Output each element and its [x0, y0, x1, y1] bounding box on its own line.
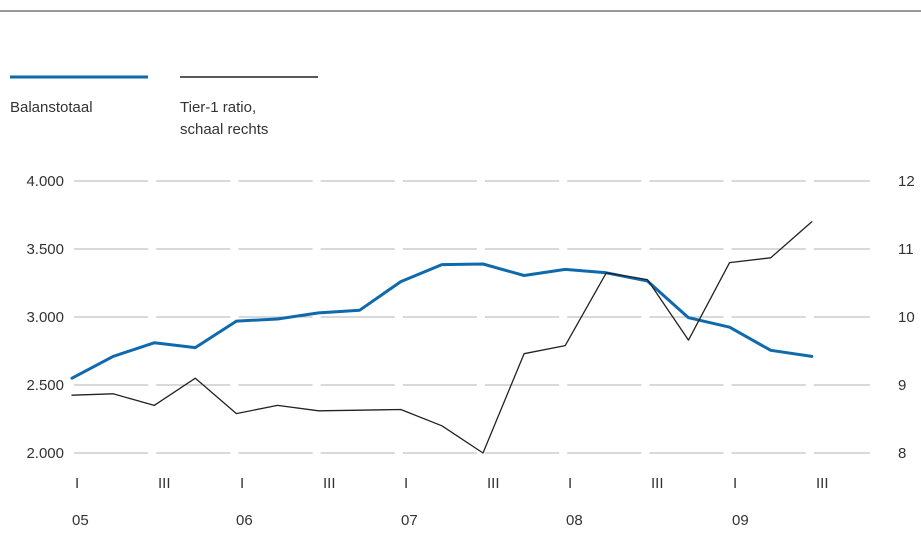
- x-year-label: 09: [732, 512, 749, 529]
- legend-label: Balanstotaal: [10, 99, 93, 116]
- y-left-tick-label: 2.500: [26, 377, 64, 394]
- y-right-tick-label: 8: [898, 445, 906, 462]
- x-quarter-label: III: [158, 475, 171, 492]
- series-line-tier1: [71, 221, 813, 454]
- x-quarter-label: I: [733, 475, 737, 492]
- x-quarter-label: III: [651, 475, 664, 492]
- grid: [74, 180, 870, 454]
- y-right-tick-label: 11: [898, 241, 914, 258]
- legend-label: Tier-1 ratio,: [180, 99, 256, 116]
- y-left-tick-label: 3.000: [26, 309, 64, 326]
- series-lines: [70, 221, 814, 454]
- x-year-label: 05: [72, 512, 89, 529]
- x-quarter-label: III: [816, 475, 829, 492]
- y-left-tick-label: 2.000: [26, 445, 64, 462]
- x-quarter-label: I: [404, 475, 408, 492]
- x-year-label: 07: [401, 512, 418, 529]
- y-left-tick-label: 3.500: [26, 241, 64, 258]
- legend: Balanstotaal Tier-1 ratio, schaal rechts: [10, 75, 318, 138]
- y-right-tick-label: 9: [898, 377, 906, 394]
- legend-label: schaal rechts: [180, 121, 268, 138]
- y-right-tick-label: 12: [898, 173, 915, 190]
- x-year-label: 06: [236, 512, 253, 529]
- y-right-tick-label: 10: [898, 309, 915, 326]
- x-quarter-label: III: [323, 475, 336, 492]
- x-quarter-label: I: [75, 475, 79, 492]
- x-quarter-label: I: [568, 475, 572, 492]
- y-left-tick-label: 4.000: [26, 173, 64, 190]
- x-year-label: 08: [566, 512, 583, 529]
- x-quarter-label: III: [487, 475, 500, 492]
- series-line-balanstotaal: [70, 262, 814, 380]
- x-quarter-label: I: [240, 475, 244, 492]
- y-axis-left: 2.000 2.500 3.000 3.500 4.000: [26, 173, 64, 462]
- y-axis-right: 8 9 10 11 12: [898, 173, 915, 462]
